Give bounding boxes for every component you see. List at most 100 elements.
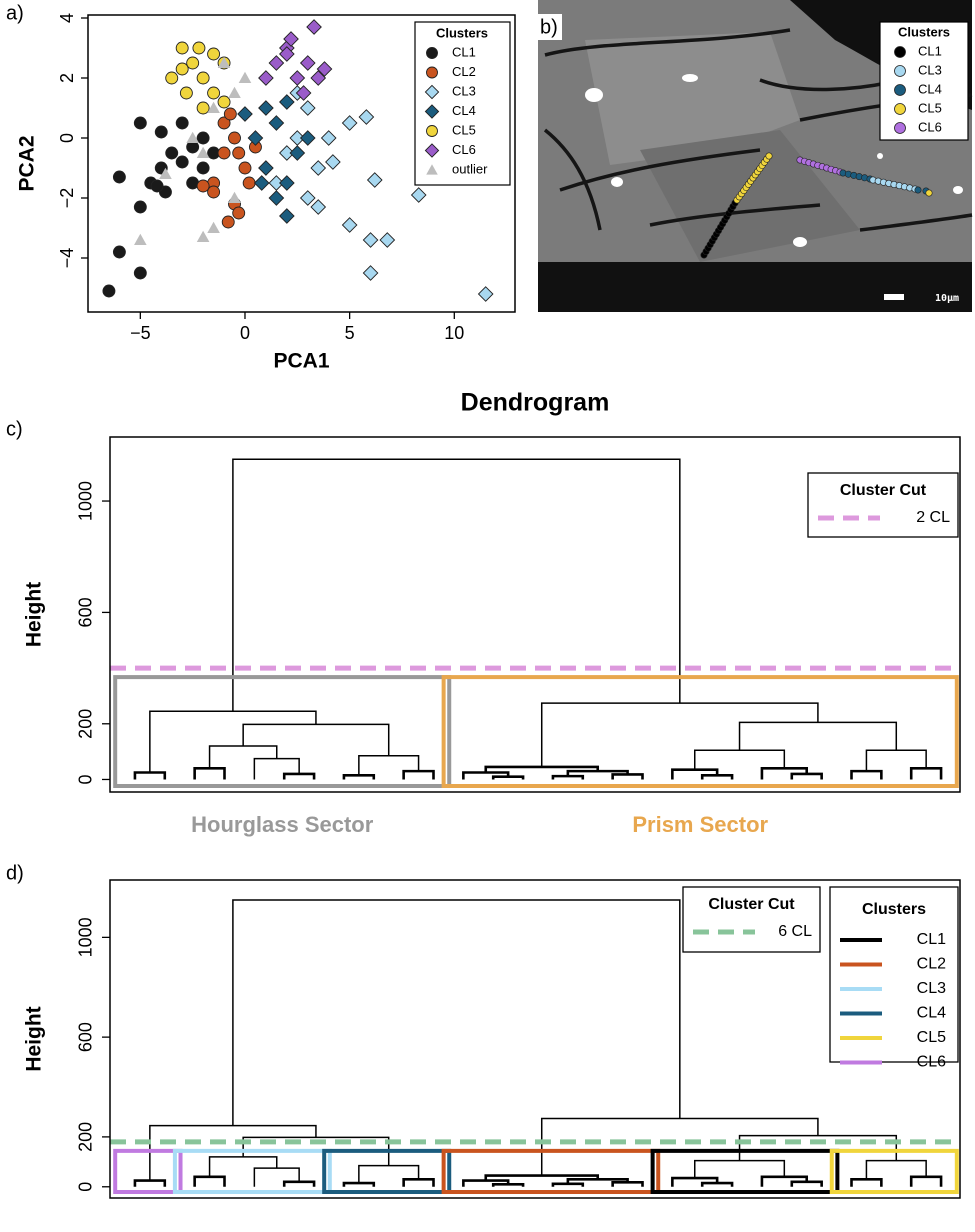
dendrogram-link xyxy=(462,771,510,780)
legend-marker xyxy=(426,66,438,79)
point xyxy=(165,146,179,160)
point xyxy=(242,176,256,190)
cluster-box xyxy=(322,1148,452,1194)
point xyxy=(228,86,241,99)
legend-marker xyxy=(894,46,906,58)
point xyxy=(228,191,241,204)
dendrogram-link xyxy=(909,767,943,780)
point xyxy=(207,185,221,199)
point xyxy=(221,215,235,229)
cluster-box xyxy=(441,1148,661,1194)
point xyxy=(238,161,252,175)
point xyxy=(253,175,270,191)
legend-label: CL5 xyxy=(918,100,942,115)
dendrogram-link xyxy=(402,769,435,780)
dendrogram-link xyxy=(232,899,681,1126)
point xyxy=(217,116,231,130)
point xyxy=(341,217,358,233)
dendrogram-link xyxy=(253,1167,300,1187)
point xyxy=(196,161,210,175)
scale-bar-label: 10μm xyxy=(935,293,959,304)
dendrogram-link xyxy=(850,1177,883,1187)
inclusion xyxy=(682,74,698,82)
point xyxy=(207,86,221,100)
legend-label: CL6 xyxy=(917,1054,946,1071)
point xyxy=(325,154,341,170)
point xyxy=(279,145,295,161)
point xyxy=(223,107,237,121)
legend-box xyxy=(807,472,959,538)
legend-marker xyxy=(424,143,440,158)
legend-label: CL1 xyxy=(452,44,476,59)
dendrogram-link xyxy=(694,749,786,770)
legend-label: CL1 xyxy=(917,931,946,948)
point xyxy=(217,56,231,69)
dendrogram-link xyxy=(358,1164,420,1184)
legend-title: Clusters xyxy=(436,25,488,40)
point xyxy=(258,160,274,176)
spot xyxy=(914,186,922,194)
point xyxy=(232,146,246,160)
point xyxy=(134,233,147,246)
panel-label: c) xyxy=(6,418,23,440)
x-tick-label: 5 xyxy=(345,323,355,343)
dendrogram-link xyxy=(193,767,226,780)
point xyxy=(175,155,189,169)
sector-box xyxy=(441,675,959,788)
y-tick-label: 2 xyxy=(57,73,77,83)
legend-label: CL6 xyxy=(918,119,942,134)
point xyxy=(362,232,379,248)
point xyxy=(217,95,231,109)
legend-label: CL2 xyxy=(917,956,946,973)
point xyxy=(283,31,299,47)
y-tick-label: 0 xyxy=(76,774,96,784)
point xyxy=(196,230,210,243)
legend-title: Cluster Cut xyxy=(840,482,927,499)
dendrogram-link xyxy=(540,1117,819,1176)
x-tick-label: 10 xyxy=(444,323,464,343)
point xyxy=(258,70,274,86)
dendrogram-link xyxy=(551,774,585,780)
y-tick-label: 1000 xyxy=(76,481,96,521)
point xyxy=(207,221,220,234)
y-tick-label: 0 xyxy=(57,133,77,143)
y-tick-label: −4 xyxy=(57,248,77,269)
panel-label: d) xyxy=(6,862,24,884)
panel-label: a) xyxy=(6,2,24,24)
dendrogram-link xyxy=(790,772,823,780)
x-tick-label: −5 xyxy=(130,323,151,343)
legend-marker xyxy=(426,47,438,59)
legend-title: Clusters xyxy=(898,24,950,39)
y-tick-label: −2 xyxy=(57,188,77,209)
y-tick-label: 200 xyxy=(76,709,96,739)
legend-label: CL5 xyxy=(452,122,476,137)
point xyxy=(410,187,427,203)
dendrogram-link xyxy=(671,1176,719,1187)
point xyxy=(279,46,295,62)
crack xyxy=(559,148,761,192)
point xyxy=(341,115,358,131)
dendrogram-link xyxy=(611,773,644,780)
point xyxy=(320,130,337,146)
legend-label: CL2 xyxy=(452,64,476,79)
point xyxy=(133,200,147,214)
point xyxy=(362,265,379,281)
point xyxy=(186,131,199,144)
dendrogram-link xyxy=(208,1156,278,1177)
dendrogram-link xyxy=(611,1180,644,1187)
point xyxy=(310,160,327,176)
dendrogram-link xyxy=(909,1175,943,1187)
point xyxy=(268,115,285,131)
point xyxy=(196,179,210,193)
cluster-box xyxy=(113,1148,183,1194)
void xyxy=(538,262,972,312)
legend-label: CL3 xyxy=(918,62,942,77)
point xyxy=(299,55,316,71)
legend-box xyxy=(829,886,959,1063)
point xyxy=(310,70,327,86)
point xyxy=(196,131,210,145)
point xyxy=(299,100,316,116)
dendrogram-link xyxy=(540,702,819,767)
legend-marker xyxy=(894,65,906,77)
